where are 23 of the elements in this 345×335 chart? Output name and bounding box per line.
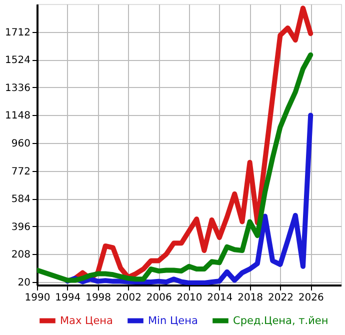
legend-label: Max Цена — [60, 314, 113, 327]
x-tick-label: 1990 — [24, 292, 50, 304]
legend-label: Min Цена — [148, 314, 198, 327]
y-tick-label: 584 — [11, 194, 30, 206]
y-tick-label: 1148 — [5, 110, 30, 122]
x-tick-label: 2002 — [116, 292, 142, 304]
y-tick-label: 396 — [11, 222, 30, 233]
legend-label: Сред.Цена, т.йен — [233, 314, 328, 327]
x-tick-label: 2018 — [238, 292, 264, 304]
y-tick-label: 1712 — [5, 27, 30, 38]
x-tick-label: 2006 — [146, 292, 172, 304]
y-tick-label: 1524 — [5, 55, 30, 66]
y-tick-label: 772 — [11, 166, 30, 178]
y-tick-label: 960 — [11, 138, 30, 150]
x-tick-label: 2026 — [298, 292, 324, 304]
y-tick-label: 20 — [18, 278, 30, 289]
x-tick-label: 2014 — [207, 292, 233, 304]
y-tick-label: 1336 — [5, 82, 30, 94]
x-tick-label: 2010 — [176, 292, 202, 304]
y-tick-label: 208 — [11, 250, 30, 261]
x-tick-label: 1998 — [86, 292, 112, 304]
x-tick-label: 2022 — [268, 292, 294, 304]
x-tick-label: 1994 — [55, 292, 81, 304]
